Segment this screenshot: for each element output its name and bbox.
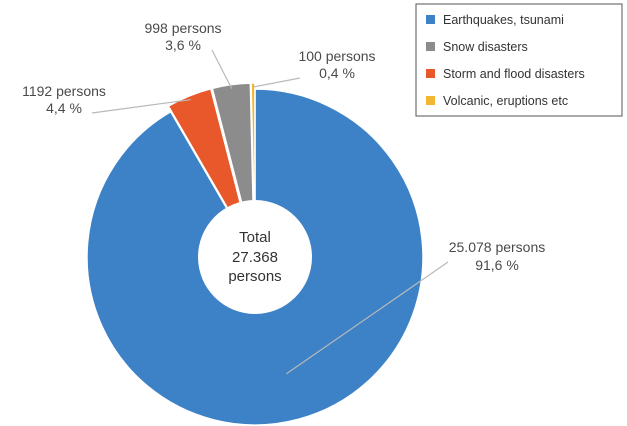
donut-hole: [198, 200, 312, 314]
center-total-value: 27.368: [232, 249, 278, 266]
label-snow-persons: 998 persons: [144, 20, 221, 36]
legend-swatch-volcanic: [426, 96, 435, 105]
center-total-line3: persons: [228, 268, 281, 285]
label-volcanic-percent: 0,4 %: [319, 65, 355, 81]
legend-label-storm: Storm and flood disasters: [443, 67, 585, 81]
legend-box: [415, 3, 623, 117]
label-volcanic-persons: 100 persons: [298, 48, 375, 64]
label-storm-percent: 4,4 %: [46, 100, 82, 116]
label-snow-percent: 3,6 %: [165, 37, 201, 53]
leader-storm: [91, 99, 191, 114]
legend-label-snow: Snow disasters: [443, 40, 528, 54]
legend-swatch-storm: [426, 69, 435, 78]
center-total-line1: Total: [239, 229, 271, 246]
leader-snow: [211, 49, 233, 89]
leader-earthquakes: [286, 261, 449, 375]
leader-lines: [91, 49, 449, 375]
legend-label-earthquakes: Earthquakes, tsunami: [443, 13, 564, 27]
legend-label-volcanic: Volcanic, eruptions etc: [443, 94, 568, 108]
leader-volcanic: [252, 77, 301, 88]
legend-swatch-earthquakes: [426, 15, 435, 24]
label-earthquake-percent: 91,6 %: [475, 257, 519, 273]
legend-swatch-snow: [426, 42, 435, 51]
legend: Earthquakes, tsunami Snow disasters Stor…: [415, 3, 623, 117]
label-earthquake-persons: 25.078 persons: [449, 239, 546, 255]
label-storm-persons: 1192 persons: [22, 83, 106, 99]
